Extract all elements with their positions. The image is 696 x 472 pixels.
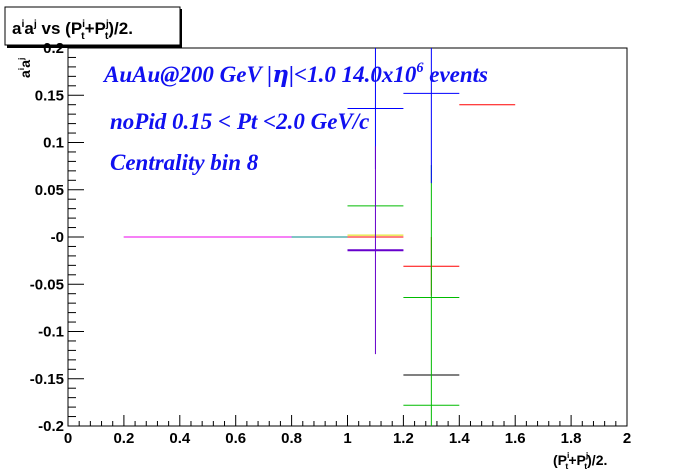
x-tick-label: 0.2	[113, 430, 134, 447]
y-tick-label: -0	[51, 229, 64, 246]
x-tick-label: 0	[64, 430, 72, 447]
x-tick-label: 1.4	[449, 430, 471, 447]
x-tick-label: 1.8	[561, 430, 582, 447]
chart-title: aiaj vs (Pi t+Pj t)/2.	[12, 18, 133, 42]
y-tick-label: 0.2	[43, 40, 64, 57]
x-tick-label: 0.6	[225, 430, 246, 447]
tick-labels: 0 0.2 0.4 0.6 0.8 1 1.2 1.4 1.6 1.8 2 -0.2 -0.15 -0.1…	[30, 40, 631, 447]
axis-ticks	[67, 47, 628, 427]
annotation-line-3: Centrality bin 8	[110, 150, 259, 175]
x-tick-label: 0.8	[281, 430, 302, 447]
title-shadow-bottom	[7, 45, 182, 48]
title-shadow-right	[180, 9, 182, 47]
y-tick-label: -0.2	[38, 418, 64, 435]
y-tick-label: -0.15	[30, 371, 64, 388]
annotation-line-1: AuAu@200 GeV |η|<1.0 14.0x106 events	[102, 60, 488, 88]
x-tick-label: 1.2	[393, 430, 414, 447]
x-tick-label: 0.4	[169, 430, 191, 447]
x-axis-label: (Pi t+Pj t)/2.	[553, 450, 607, 471]
data-marks	[123, 48, 516, 426]
y-tick-label: 0.05	[35, 182, 64, 199]
y-tick-label: 0.1	[43, 135, 64, 152]
annotation-block: AuAu@200 GeV |η|<1.0 14.0x106 events noP…	[102, 60, 488, 175]
annotation-line-2: noPid 0.15 < Pt <2.0 GeV/c	[110, 109, 369, 134]
y-tick-label: -0.05	[30, 276, 64, 293]
x-tick-label: 2	[623, 430, 631, 447]
y-tick-label: -0.1	[38, 324, 64, 341]
y-tick-label: 0.15	[35, 87, 64, 104]
x-tick-label: 1.6	[505, 430, 526, 447]
data-point	[403, 48, 460, 184]
x-tick-label: 1	[343, 430, 351, 447]
y-axis-label: aiaj	[16, 58, 33, 78]
data-point	[403, 165, 460, 426]
chart-title-box: aiaj vs (Pi t+Pj t)/2.	[4, 6, 182, 48]
